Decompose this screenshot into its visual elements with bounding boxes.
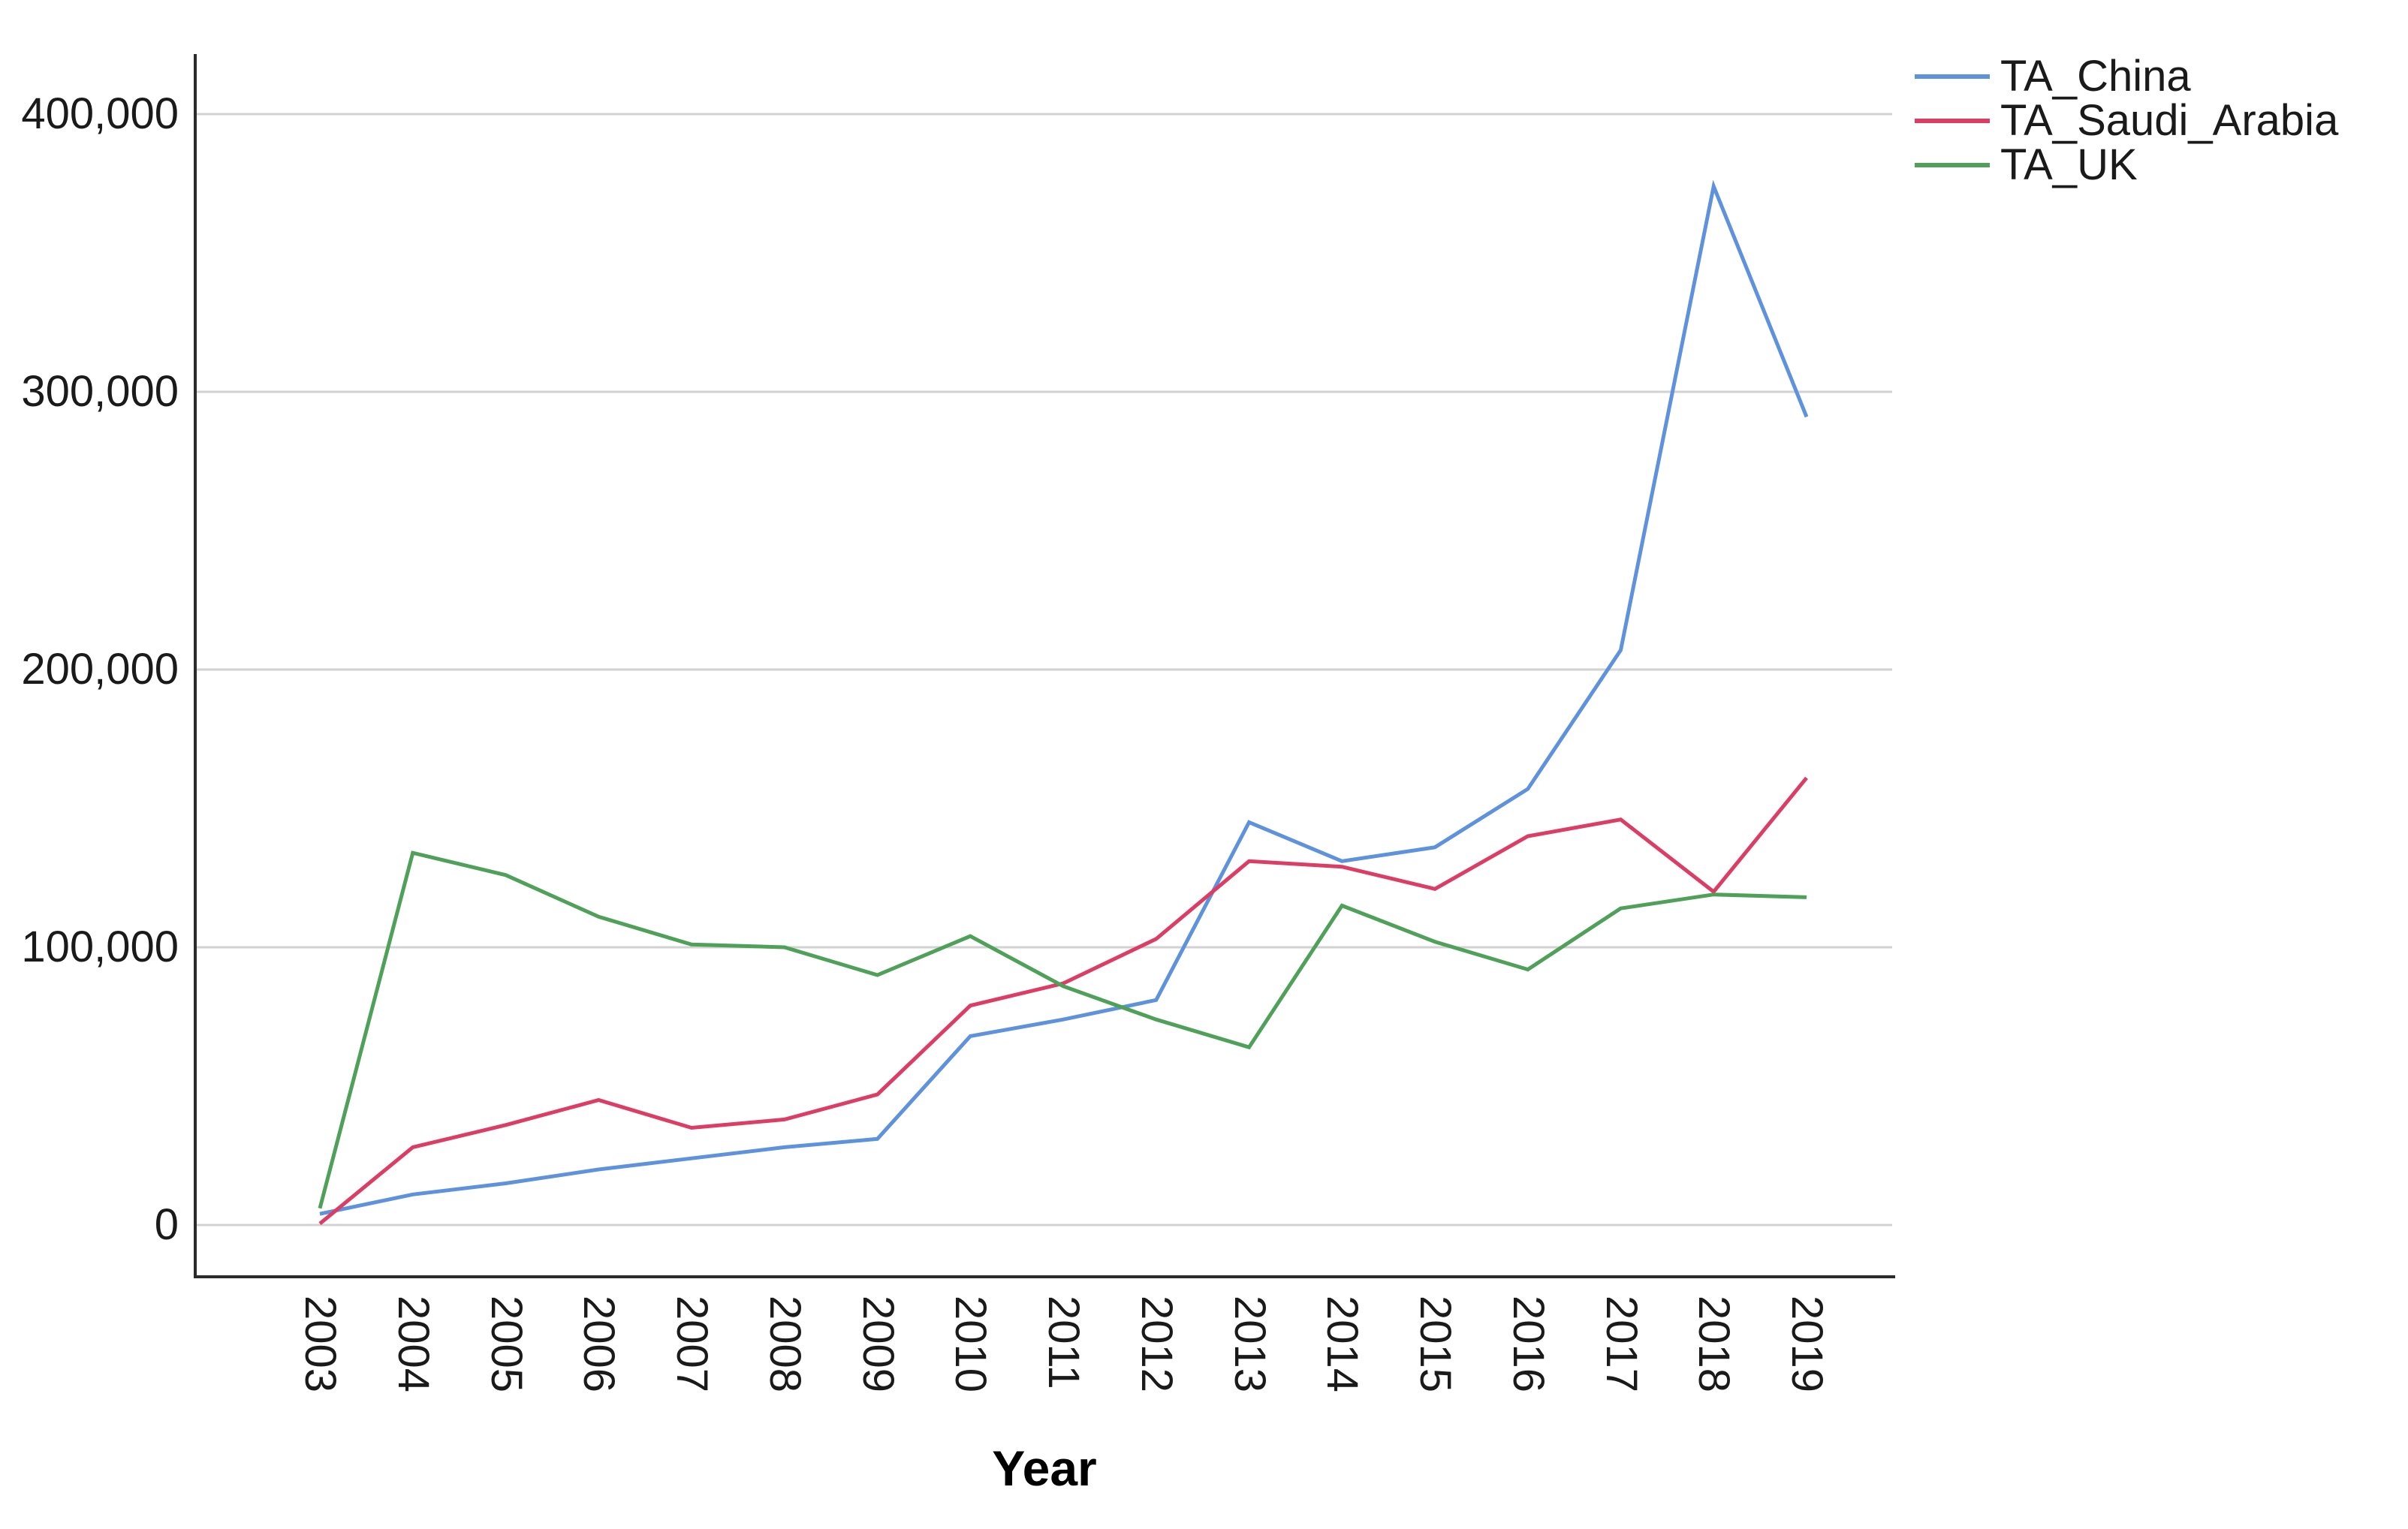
x-axis-title: Year — [992, 1440, 1097, 1496]
series-line-ta_china — [319, 179, 1809, 1216]
legend-item-ta-saudi-arabia: TA_Saudi_Arabia — [1915, 98, 2338, 143]
x-tick-label: 2006 — [574, 1296, 624, 1393]
y-tick-label: 0 — [154, 1200, 179, 1249]
legend-line-swatch-uk — [1915, 162, 1990, 167]
series-line-ta_uk — [318, 850, 1807, 1209]
x-tick-label: 2012 — [1132, 1296, 1181, 1393]
x-tick-label: 2014 — [1318, 1296, 1367, 1393]
x-tick-label: 2013 — [1225, 1296, 1274, 1393]
legend-label: TA_China — [2000, 52, 2191, 101]
x-tick-label: 2008 — [760, 1296, 809, 1393]
y-tick-label: 400,000 — [21, 89, 179, 138]
legend-label: TA_UK — [2000, 140, 2138, 189]
x-tick-label: 2017 — [1596, 1296, 1646, 1393]
x-tick-label: 2005 — [481, 1296, 531, 1393]
legend-line-swatch-saudi-arabia — [1915, 118, 1990, 123]
x-tick-label: 2011 — [1039, 1296, 1088, 1389]
legend-item-ta-uk: TA_UK — [1915, 143, 2338, 187]
x-tick-label: 2010 — [946, 1296, 996, 1393]
x-tick-label: 2003 — [296, 1296, 345, 1393]
legend-label: TA_Saudi_Arabia — [2000, 96, 2339, 145]
legend-line-swatch-china — [1915, 74, 1990, 79]
series-line-ta_saudi_arabia — [318, 776, 1808, 1226]
legend-item-ta-china: TA_China — [1915, 54, 2338, 98]
x-tick-label: 2016 — [1503, 1296, 1553, 1393]
x-tick-label: 2019 — [1783, 1296, 1831, 1393]
x-tick-label: 2004 — [388, 1296, 438, 1393]
y-tick-label: 300,000 — [21, 367, 179, 416]
legend: TA_China TA_Saudi_Arabia TA_UK — [1915, 54, 2338, 187]
y-tick-label: 100,000 — [21, 923, 179, 971]
x-tick-label: 2015 — [1411, 1296, 1460, 1393]
x-tick-label: 2009 — [853, 1296, 903, 1393]
x-tick-label: 2018 — [1689, 1296, 1739, 1393]
y-tick-label: 200,000 — [21, 645, 179, 694]
x-tick-label: 2007 — [668, 1296, 716, 1393]
